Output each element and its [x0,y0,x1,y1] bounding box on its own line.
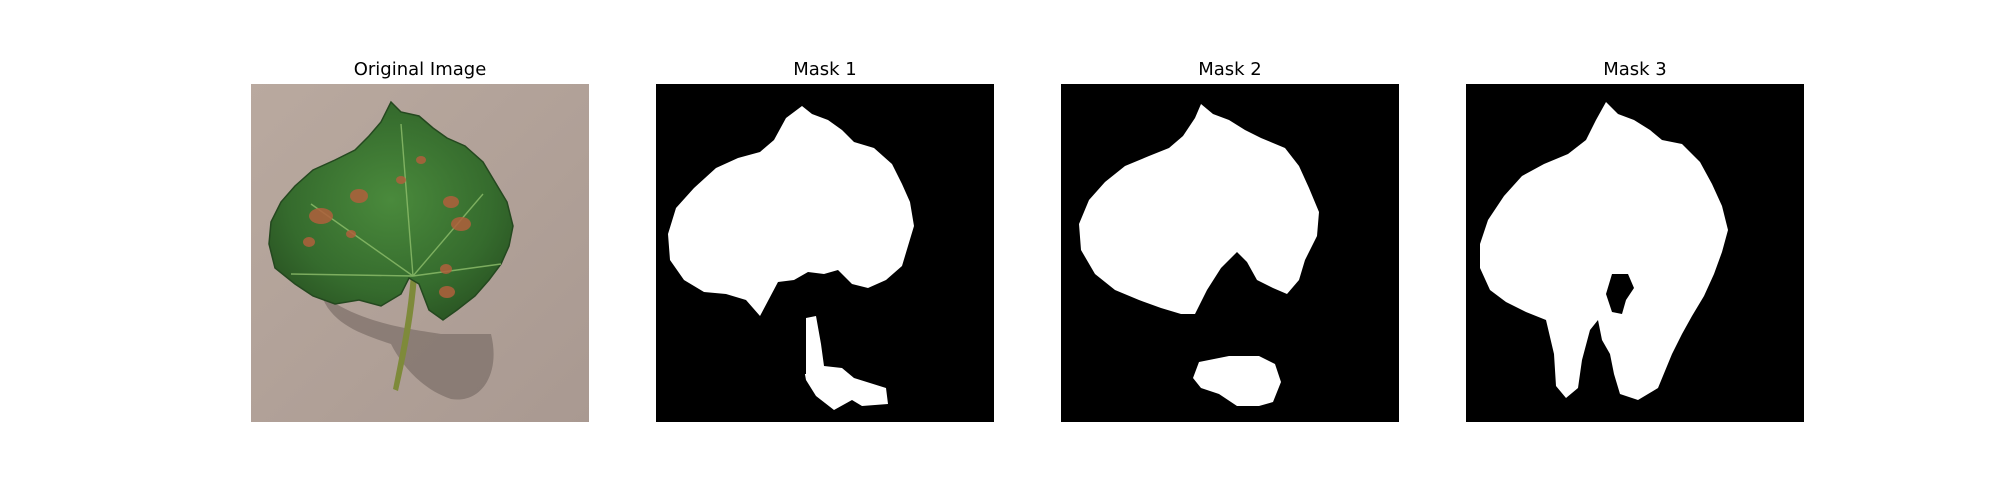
panel-title: Mask 3 [1603,59,1667,80]
leaf-lesions [303,156,471,298]
original-leaf-photo [251,84,589,422]
mask-region-lower [1193,356,1281,406]
panel-original-image: Original Image [251,0,589,500]
mask-region-leaf [1480,102,1728,400]
panel-title: Mask 2 [1198,59,1262,80]
mask-region-leaf [1079,104,1319,314]
leaf-stem [393,274,417,391]
panel-mask-1: Mask 1 [656,0,994,500]
mask-3-image [1466,84,1804,422]
mask-hole [1606,274,1634,314]
panel-mask-3: Mask 3 [1466,0,1804,500]
mask-2-image [1061,84,1399,422]
mask-region-stem [802,316,888,410]
panel-title: Mask 1 [793,59,857,80]
panel-mask-2: Mask 2 [1061,0,1399,500]
panel-title: Original Image [353,59,487,80]
mask-1-image [656,84,994,422]
leaf-blade [268,100,514,321]
mask-region-leaf [668,106,914,316]
